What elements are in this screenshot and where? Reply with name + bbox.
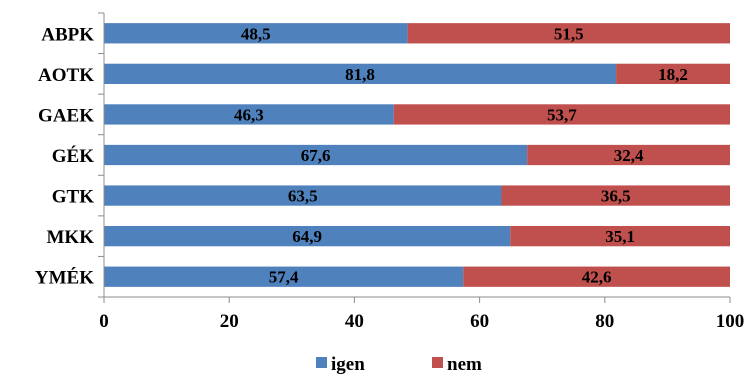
category-label-4: GTK xyxy=(52,187,94,208)
legend-label-igen: igen xyxy=(331,354,365,375)
bar-segment-nem-0 xyxy=(407,23,730,44)
data-label-nem-5: 35,1 xyxy=(605,227,635,246)
x-tick-label-2: 40 xyxy=(345,311,364,332)
bar-segment-nem-1 xyxy=(616,63,730,84)
data-label-igen-6: 57,4 xyxy=(269,268,299,287)
bar-segment-igen-6 xyxy=(104,266,464,287)
legend-swatch-nem xyxy=(432,357,443,368)
bar-segment-igen-2 xyxy=(104,104,394,125)
data-label-igen-0: 48,5 xyxy=(241,24,271,43)
data-label-nem-2: 53,7 xyxy=(547,105,577,124)
bar-segment-igen-0 xyxy=(104,23,408,44)
data-label-igen-4: 63,5 xyxy=(288,187,318,206)
category-label-5: MKK xyxy=(47,227,95,248)
data-label-nem-6: 42,6 xyxy=(582,268,612,287)
bar-segment-igen-3 xyxy=(104,144,528,166)
bar-segment-igen-4 xyxy=(104,185,502,206)
bar-segment-igen-1 xyxy=(104,63,617,84)
legend-label-nem: nem xyxy=(447,354,482,375)
bar-segment-nem-2 xyxy=(393,104,730,125)
category-label-3: GÉK xyxy=(52,145,94,167)
data-label-nem-4: 36,5 xyxy=(601,187,631,206)
data-label-igen-3: 67,6 xyxy=(301,146,331,165)
bar-segment-nem-3 xyxy=(527,144,730,166)
x-tick-label-0: 0 xyxy=(99,311,109,332)
bar-segment-nem-6 xyxy=(463,266,730,287)
data-label-nem-0: 51,5 xyxy=(554,24,584,43)
data-label-nem-3: 32,4 xyxy=(614,146,644,165)
x-tick-label-3: 60 xyxy=(470,311,489,332)
bar-segment-igen-5 xyxy=(104,226,511,247)
category-label-6: YMÉK xyxy=(35,267,94,289)
x-tick-label-4: 80 xyxy=(595,311,614,332)
bar-segment-nem-4 xyxy=(501,185,730,206)
data-label-igen-1: 81,8 xyxy=(345,65,375,84)
category-label-1: AOTK xyxy=(38,65,94,86)
data-label-igen-5: 64,9 xyxy=(292,227,322,246)
category-label-0: ABPK xyxy=(41,24,94,45)
bar-segment-nem-5 xyxy=(510,226,730,247)
x-tick-label-1: 20 xyxy=(220,311,239,332)
legend-swatch-igen xyxy=(316,357,327,368)
category-label-2: GAEK xyxy=(38,105,94,126)
data-label-nem-1: 18,2 xyxy=(658,65,688,84)
x-tick-label-5: 100 xyxy=(716,311,745,332)
data-label-igen-2: 46,3 xyxy=(234,105,264,124)
